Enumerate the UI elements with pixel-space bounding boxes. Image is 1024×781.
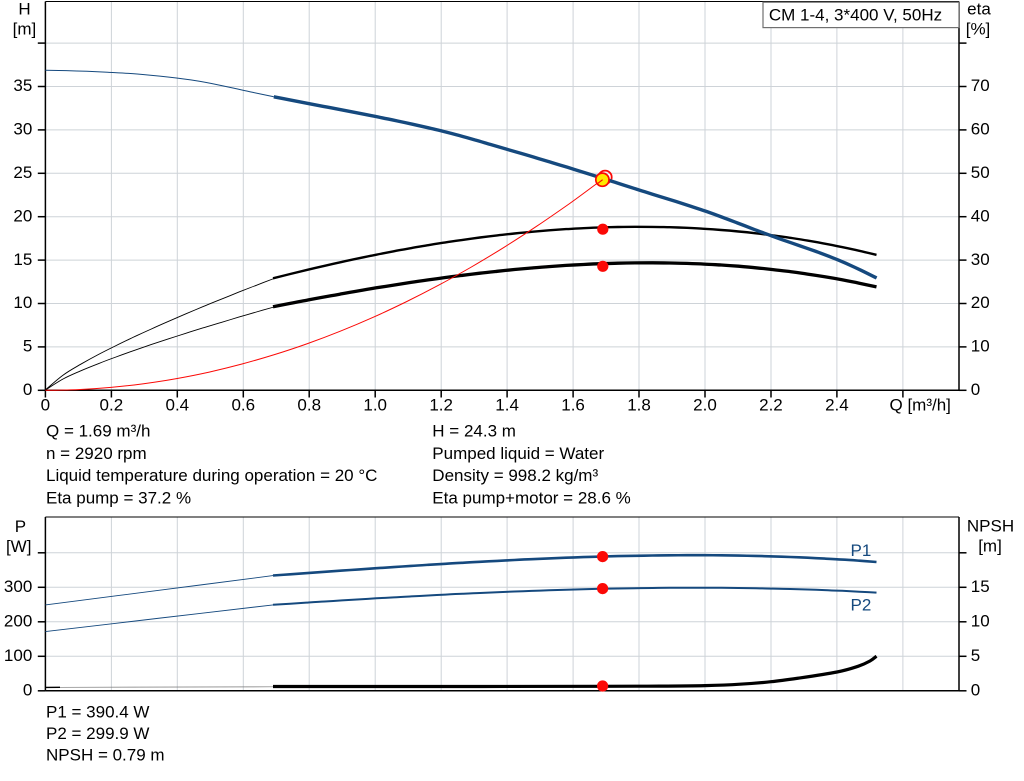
svg-text:20: 20 (971, 293, 990, 312)
svg-text:50: 50 (971, 163, 990, 182)
svg-text:1.0: 1.0 (363, 396, 387, 415)
svg-text:35: 35 (13, 76, 32, 95)
svg-text:200: 200 (4, 612, 32, 631)
svg-text:P1 = 390.4 W: P1 = 390.4 W (46, 703, 149, 722)
svg-text:70: 70 (971, 76, 990, 95)
svg-text:Liquid temperature during oper: Liquid temperature during operation = 20… (46, 466, 377, 485)
svg-text:P2: P2 (851, 595, 872, 614)
svg-text:60: 60 (971, 120, 990, 139)
svg-text:[W]: [W] (6, 537, 32, 556)
svg-text:2.4: 2.4 (825, 396, 849, 415)
svg-text:0: 0 (41, 396, 50, 415)
svg-text:300: 300 (4, 577, 32, 596)
svg-text:20: 20 (13, 206, 32, 225)
svg-text:0.6: 0.6 (231, 396, 255, 415)
svg-text:P: P (15, 517, 26, 536)
svg-text:1.6: 1.6 (561, 396, 585, 415)
svg-text:Pumped liquid = Water: Pumped liquid = Water (432, 444, 604, 463)
svg-text:H: H (18, 0, 30, 19)
svg-text:40: 40 (971, 206, 990, 225)
svg-text:NPSH: NPSH (967, 517, 1014, 536)
svg-text:2.0: 2.0 (693, 396, 717, 415)
svg-text:5: 5 (23, 337, 32, 356)
svg-text:30: 30 (13, 120, 32, 139)
svg-text:0: 0 (23, 681, 32, 700)
svg-text:[%]: [%] (966, 20, 991, 39)
svg-text:Q [m³/h]: Q [m³/h] (890, 396, 951, 415)
svg-text:H = 24.3 m: H = 24.3 m (432, 422, 516, 441)
svg-text:2.2: 2.2 (759, 396, 783, 415)
svg-text:0: 0 (23, 380, 32, 399)
svg-text:30: 30 (971, 250, 990, 269)
svg-text:0.8: 0.8 (297, 396, 321, 415)
svg-text:[m]: [m] (13, 20, 37, 39)
svg-text:100: 100 (4, 646, 32, 665)
svg-text:NPSH = 0.79 m: NPSH = 0.79 m (46, 746, 165, 765)
svg-text:Density = 998.2 kg/m³: Density = 998.2 kg/m³ (432, 466, 598, 485)
svg-text:CM 1-4, 3*400 V, 50Hz: CM 1-4, 3*400 V, 50Hz (769, 6, 942, 25)
svg-text:10: 10 (13, 293, 32, 312)
svg-text:5: 5 (971, 646, 980, 665)
svg-text:[m]: [m] (978, 537, 1002, 556)
svg-text:Q = 1.69 m³/h: Q = 1.69 m³/h (46, 422, 150, 441)
svg-text:0: 0 (971, 681, 980, 700)
svg-text:1.2: 1.2 (429, 396, 453, 415)
svg-text:n = 2920 rpm: n = 2920 rpm (46, 444, 147, 463)
svg-text:Eta pump+motor = 28.6 %: Eta pump+motor = 28.6 % (432, 488, 630, 507)
svg-text:15: 15 (971, 577, 990, 596)
svg-text:0.2: 0.2 (100, 396, 124, 415)
svg-text:P2 = 299.9 W: P2 = 299.9 W (46, 724, 149, 743)
svg-text:Eta pump = 37.2 %: Eta pump = 37.2 % (46, 488, 191, 507)
svg-text:eta: eta (967, 0, 991, 19)
svg-text:10: 10 (971, 612, 990, 631)
svg-text:0.4: 0.4 (165, 396, 189, 415)
svg-text:15: 15 (13, 250, 32, 269)
svg-text:1.4: 1.4 (495, 396, 519, 415)
svg-text:10: 10 (971, 337, 990, 356)
svg-text:25: 25 (13, 163, 32, 182)
svg-text:P1: P1 (851, 541, 872, 560)
svg-text:1.8: 1.8 (627, 396, 651, 415)
svg-text:0: 0 (971, 380, 980, 399)
